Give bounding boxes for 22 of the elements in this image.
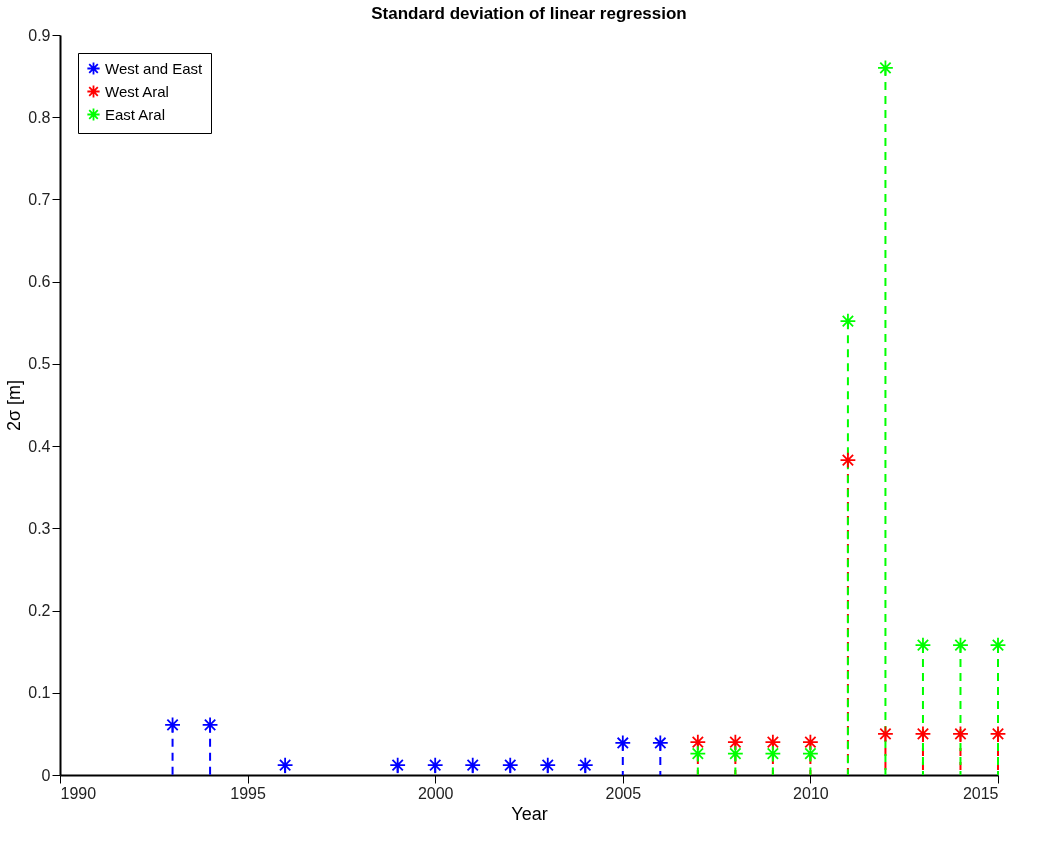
- x-tick-label: 2015: [962, 784, 999, 802]
- y-tick-label: 0.4: [28, 437, 51, 455]
- y-tick-label: 0.1: [28, 684, 51, 702]
- x-tick-label: 1995: [230, 784, 266, 802]
- y-tick-label: 0: [41, 766, 51, 784]
- y-tick-label: 0.8: [28, 108, 51, 126]
- x-tick-label: 1990: [60, 784, 97, 802]
- legend-label: West Aral: [105, 82, 169, 100]
- legend-label: West and East: [105, 59, 204, 77]
- x-axis-title: Year: [511, 803, 548, 824]
- y-tick-label: 0.5: [28, 355, 51, 373]
- y-tick-label: 0.6: [28, 273, 51, 291]
- y-tick-label: 0.3: [28, 519, 51, 537]
- legend-label: East Aral: [105, 105, 166, 123]
- chart-title: Standard deviation of linear regression: [371, 4, 687, 23]
- y-tick-label: 0.9: [28, 26, 51, 44]
- y-tick-label: 0.7: [28, 190, 51, 208]
- x-tick-label: 2010: [793, 784, 829, 802]
- x-tick-label: 2000: [417, 784, 454, 802]
- y-tick-label: 0.2: [28, 602, 51, 620]
- y-axis-title: 2σ [m]: [4, 379, 25, 432]
- x-tick-label: 2005: [605, 784, 642, 802]
